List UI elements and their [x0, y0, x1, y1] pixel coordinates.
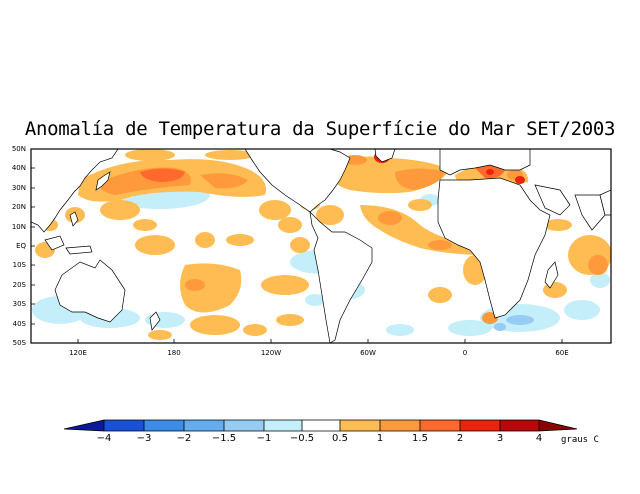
madagascar-landmass	[544, 261, 559, 289]
lon-label-0: 0	[462, 349, 468, 357]
southeast-asia-landmass	[599, 189, 611, 216]
colorbar-label: 0.5	[332, 433, 348, 444]
colorbar-label: 3	[496, 433, 504, 444]
colorbar-segment	[539, 420, 577, 431]
asia-landmass	[31, 149, 119, 233]
colorbar-label: −1	[256, 433, 272, 444]
lat-label-20n: 20N	[11, 203, 26, 211]
colorbar-segment	[264, 420, 302, 431]
lon-label-60e: 60E	[555, 349, 569, 357]
warm-anomalies	[35, 149, 611, 340]
colorbar-segment	[420, 420, 460, 431]
north-america-landmass	[244, 149, 351, 213]
lat-label-40n: 40N	[11, 164, 26, 172]
colorbar-segment	[340, 420, 380, 431]
colorbar-segment	[104, 420, 144, 431]
lat-label-40s: 40S	[12, 320, 26, 328]
colorbar-label: 1	[376, 433, 384, 444]
colorbar-segment	[500, 420, 539, 431]
lon-label-180: 180	[167, 349, 181, 357]
colorbar-label: 2	[456, 433, 464, 444]
lat-label-30n: 30N	[11, 184, 26, 192]
greenland-landmass	[374, 149, 396, 163]
colorbar-dividers	[103, 420, 540, 431]
colorbar-label: 1.5	[412, 433, 428, 444]
new-guinea-landmass	[65, 245, 93, 255]
japan-landmass	[95, 171, 111, 191]
lat-label-30s: 30S	[12, 300, 26, 308]
colorbar-segment	[144, 420, 184, 431]
colorbar-label: −4	[96, 433, 112, 444]
lat-label-50s: 50S	[12, 339, 26, 347]
south-america-landmass	[309, 210, 373, 343]
colorbar-label: 4	[535, 433, 543, 444]
lon-label-120w: 120W	[260, 349, 282, 357]
australia-landmass	[54, 259, 126, 323]
colorbar-label: −0.5	[289, 433, 315, 444]
lon-label-60w: 60W	[360, 349, 376, 357]
colorbar-label: −1.5	[211, 433, 237, 444]
borneo-landmass	[44, 235, 65, 251]
colorbar-segment	[184, 420, 224, 431]
land-masses	[31, 149, 611, 343]
lat-label-10n: 10N	[11, 223, 26, 231]
philippines-landmass	[69, 211, 79, 227]
lon-label-120e: 120E	[69, 349, 87, 357]
colorbar-units-label: graus C	[561, 435, 599, 445]
colorbar-label: −2	[176, 433, 192, 444]
map-title: Anomalía de Temperatura da Superfície do…	[24, 118, 616, 140]
colorbar-segment	[380, 420, 420, 431]
anomaly-field	[31, 149, 611, 343]
colorbar-segment	[460, 420, 500, 431]
axis-ticks	[31, 148, 563, 343]
colorbar	[64, 420, 577, 431]
colorbar-segment	[64, 420, 104, 431]
colorbar-segment	[224, 420, 264, 431]
lat-label-10s: 10S	[12, 261, 26, 269]
arabia-landmass	[534, 184, 571, 216]
lat-label-eq: EQ	[16, 242, 26, 250]
new-zealand-landmass	[149, 311, 161, 331]
lat-label-50n: 50N	[11, 145, 26, 153]
india-landmass	[574, 194, 606, 231]
colorbar-segment	[302, 420, 340, 431]
colorbar-label: −3	[136, 433, 152, 444]
lat-label-20s: 20S	[12, 281, 26, 289]
africa-landmass	[437, 177, 551, 319]
europe-landmass	[439, 149, 531, 176]
